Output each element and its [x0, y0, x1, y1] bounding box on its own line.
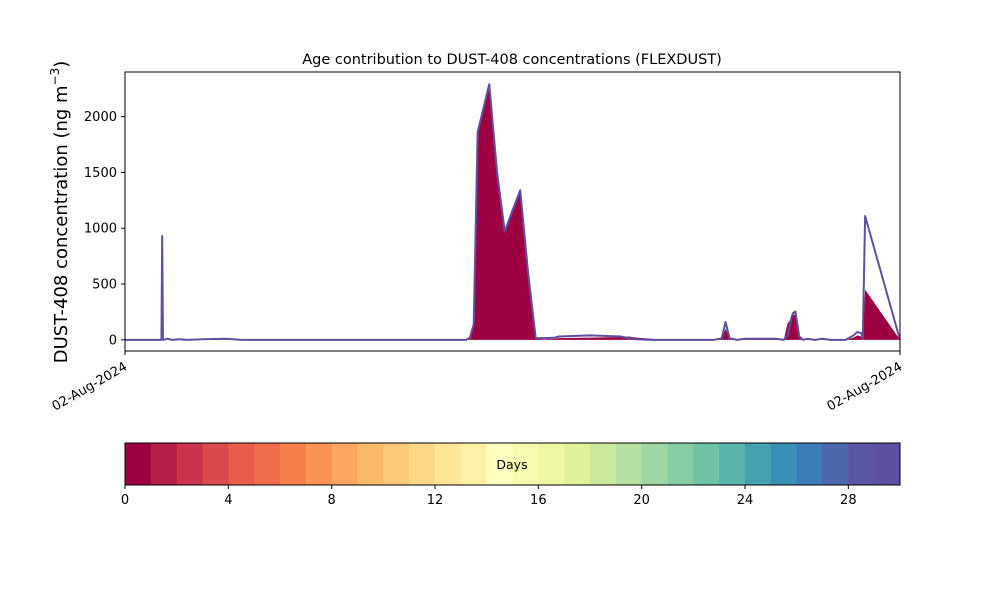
colorbar-segment — [150, 443, 178, 485]
colorbar-tick-label: 4 — [224, 493, 232, 508]
colorbar-label: Days — [496, 457, 527, 472]
colorbar-tick-label: 20 — [633, 493, 650, 508]
colorbar-segment — [564, 443, 591, 485]
colorbar-segment — [874, 443, 901, 485]
colorbar-segment — [590, 443, 617, 485]
y-tick-label: 2000 — [84, 110, 117, 125]
x-tick-label: 02-Aug-2024 — [825, 359, 905, 414]
colorbar-segment — [512, 443, 539, 485]
colorbar-segment — [719, 443, 746, 485]
colorbar-segment — [331, 443, 358, 485]
colorbar-tick-label: 8 — [328, 493, 336, 508]
colorbar-segment — [435, 443, 462, 485]
colorbar-segment — [848, 443, 875, 485]
plot-frame — [124, 71, 901, 352]
colorbar-segment — [383, 443, 410, 485]
y-tick-label: 1500 — [84, 166, 117, 181]
colorbar-segment — [409, 443, 436, 485]
colorbar-segment — [796, 443, 823, 485]
chart-title: Age contribution to DUST-408 concentrati… — [302, 52, 722, 68]
colorbar: 0 4 8 12 16 20 24 28 — [121, 442, 901, 508]
y-axis-label-unit-exponent: −3 — [48, 68, 62, 86]
colorbar-segment — [641, 443, 668, 485]
colorbar-tick-label: 12 — [427, 493, 444, 508]
colorbar-segment — [460, 443, 488, 485]
series-line-total — [125, 83, 901, 341]
y-tick-label: 0 — [109, 333, 117, 348]
colorbar-segment — [228, 443, 255, 485]
y-axis-label: DUST-408 concentration (ng m−3) — [48, 61, 72, 364]
colorbar-segment — [176, 443, 203, 485]
colorbar-segment — [202, 443, 229, 485]
y-tick-label: 500 — [92, 278, 117, 293]
colorbar-tick-label: 0 — [121, 493, 129, 508]
colorbar-segment — [280, 443, 307, 485]
colorbar-segment — [667, 443, 694, 485]
colorbar-segment — [770, 443, 798, 485]
colorbar-segment — [305, 443, 333, 485]
colorbar-segment — [486, 443, 513, 485]
colorbar-tick-label: 24 — [737, 493, 754, 508]
y-axis-label-main: DUST-408 concentration (ng m — [51, 85, 72, 363]
colorbar-segment — [538, 443, 565, 485]
plot-area — [125, 83, 901, 341]
colorbar-frame — [124, 442, 901, 486]
colorbar-segment — [693, 443, 720, 485]
y-axis: 0 500 1000 1500 2000 — [84, 110, 125, 348]
colorbar-segment — [357, 443, 384, 485]
colorbar-segment — [615, 443, 643, 485]
colorbar-segment — [822, 443, 849, 485]
colorbar-tick-label: 16 — [530, 493, 547, 508]
x-axis: 02-Aug-2024 02-Aug-2024 — [50, 351, 905, 415]
colorbar-segment — [254, 443, 281, 485]
x-tick-label: 02-Aug-2024 — [50, 359, 130, 414]
colorbar-tick-label: 28 — [840, 493, 857, 508]
colorbar-segment — [125, 443, 152, 485]
colorbar-segment — [745, 443, 772, 485]
y-tick-label: 1000 — [84, 222, 117, 237]
y-axis-label-close: ) — [51, 61, 72, 68]
